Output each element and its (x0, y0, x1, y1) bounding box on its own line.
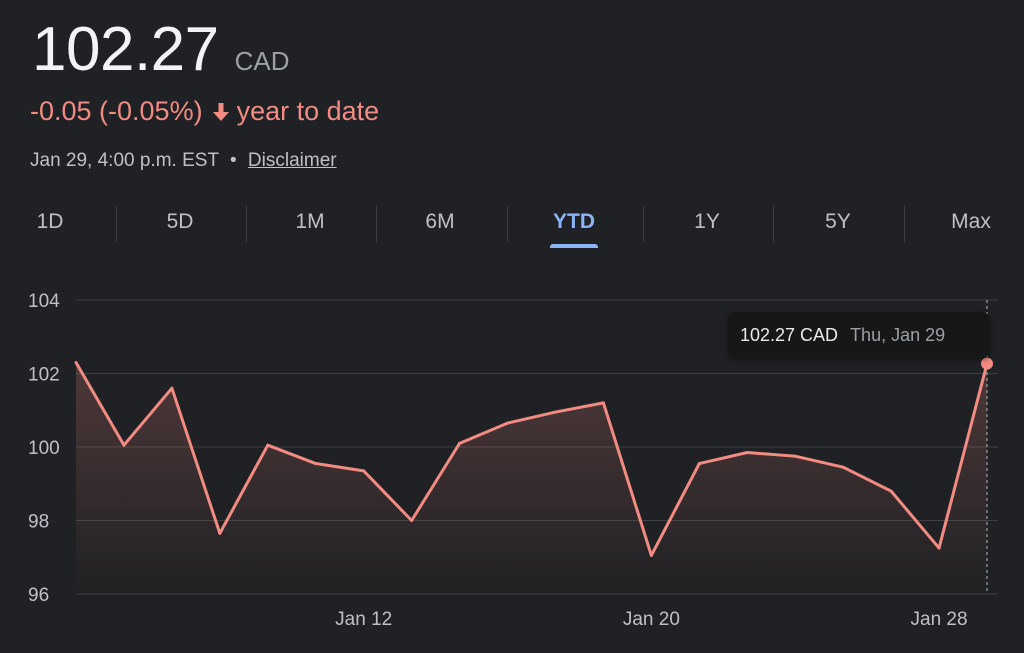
data-point (601, 401, 605, 405)
series-line-segment (314, 462, 366, 473)
series-line-segment (937, 362, 989, 550)
series-line-segment (745, 451, 797, 458)
series-line-segment (458, 421, 510, 445)
y-tick-label: 96 (28, 585, 49, 606)
quote-meta: Jan 29, 4:00 p.m. EST • Disclaimer (30, 150, 337, 172)
quote-timestamp: Jan 29, 4:00 p.m. EST (30, 150, 219, 171)
current-price: 102.27 (32, 15, 219, 84)
change-value: -0.05 (-0.05%) (30, 96, 203, 126)
tab-5y[interactable]: 5Y (825, 210, 851, 233)
tab-5d[interactable]: 5D (166, 210, 194, 233)
tab-separator (507, 206, 508, 242)
data-point (793, 454, 797, 458)
data-point (314, 462, 318, 466)
tab-1m[interactable]: 1M (295, 210, 325, 233)
data-point (410, 519, 414, 523)
chart-tooltip: 102.27 CAD Thu, Jan 29 (728, 312, 990, 358)
data-point (266, 443, 270, 447)
tab-separator (376, 206, 377, 242)
tab-6m[interactable]: 6M (425, 210, 455, 233)
disclaimer-link[interactable]: Disclaimer (247, 150, 337, 171)
currency-label: CAD (234, 46, 290, 76)
series-line-segment (506, 410, 557, 425)
series-line-segment (266, 443, 318, 466)
change-period: year to date (236, 96, 380, 126)
range-tabs: 1D 5D 1M 6M YTD 1Y 5Y Max (0, 200, 1024, 252)
arrow-down-icon (211, 101, 231, 123)
series-line-segment (553, 401, 605, 414)
series-line-segment (793, 454, 845, 469)
tooltip-date: Thu, Jan 29 (850, 324, 946, 345)
series-line-segment (74, 360, 126, 447)
meta-separator: • (229, 150, 237, 171)
x-tick-label: Jan 20 (623, 609, 680, 630)
tab-separator (904, 206, 905, 242)
series-line-segment (218, 443, 270, 535)
data-point (745, 451, 749, 455)
data-point (74, 360, 78, 364)
x-tick-label: Jan 12 (335, 609, 392, 630)
data-point (218, 531, 222, 535)
data-point (506, 421, 510, 425)
tab-max[interactable]: Max (951, 210, 991, 233)
y-tick-label: 100 (28, 438, 60, 459)
series-line-segment (697, 451, 749, 466)
data-point (649, 553, 653, 557)
data-point (697, 462, 701, 466)
series-line-segment (362, 469, 414, 522)
tab-separator (116, 206, 117, 242)
hover-marker (981, 357, 993, 370)
data-point (889, 489, 893, 493)
tab-1d[interactable]: 1D (36, 210, 64, 233)
data-point (458, 441, 462, 445)
tab-separator (773, 206, 774, 242)
tooltip-value: 102.27 CAD (740, 324, 839, 345)
data-point (841, 465, 845, 469)
y-tick-label: 102 (28, 365, 60, 386)
x-tick-label: Jan 28 (911, 609, 968, 630)
data-point (122, 443, 126, 447)
data-point (553, 410, 557, 414)
series-line-segment (889, 489, 941, 550)
series-line-segment (170, 386, 222, 535)
data-point (362, 469, 366, 473)
series-line-segment (601, 401, 653, 557)
tab-separator (246, 206, 247, 242)
data-point (170, 386, 174, 390)
series-line-segment (649, 462, 701, 557)
price-header: 102.27 CAD (32, 14, 290, 85)
series-line-segment (841, 465, 893, 493)
series-line-segment (410, 441, 462, 522)
series-line-segment (122, 386, 174, 447)
tab-separator (643, 206, 644, 242)
tab-1y[interactable]: 1Y (694, 210, 720, 233)
y-tick-label: 104 (28, 291, 60, 312)
y-tick-label: 98 (28, 512, 49, 533)
area-fill (76, 362, 987, 594)
price-change: -0.05 (-0.05%) year to date (30, 96, 379, 127)
active-tab-indicator (550, 244, 598, 248)
data-point (937, 546, 941, 550)
tab-ytd[interactable]: YTD (553, 210, 595, 233)
